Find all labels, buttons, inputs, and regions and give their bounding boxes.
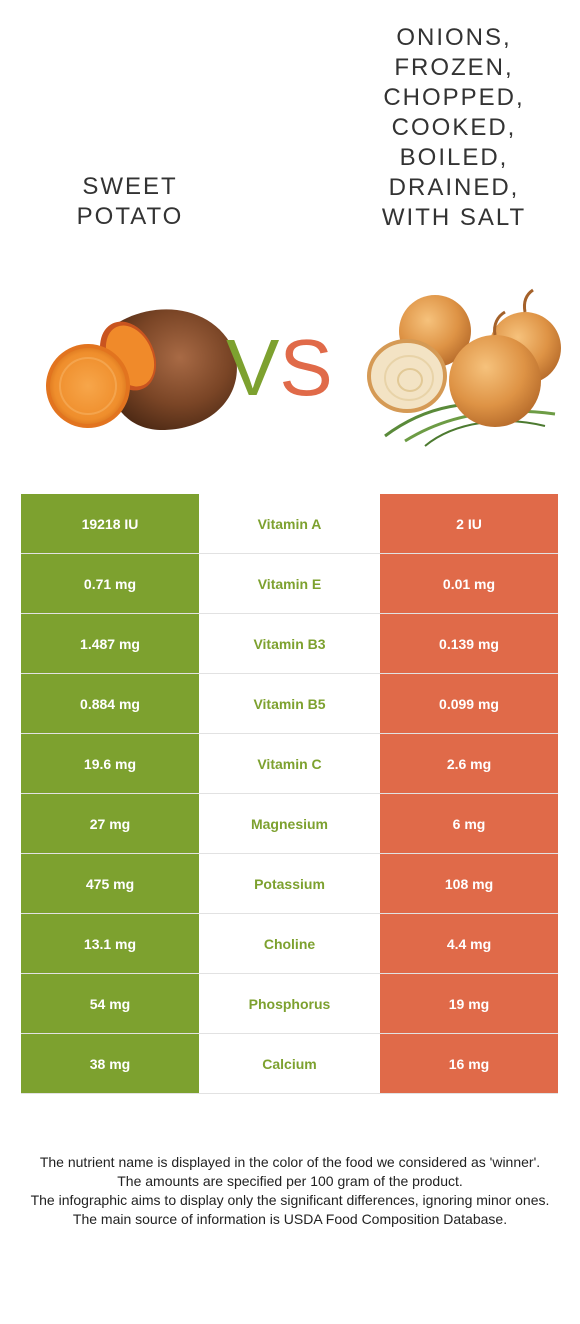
right-value: 4.4 mg: [379, 914, 558, 973]
table-row: 13.1 mg Choline 4.4 mg: [21, 914, 558, 974]
right-value: 0.099 mg: [379, 674, 558, 733]
vs-s: S: [279, 323, 333, 412]
left-value: 19.6 mg: [21, 734, 200, 793]
footnote: The infographic aims to display only the…: [30, 1192, 550, 1208]
right-value: 0.01 mg: [379, 554, 558, 613]
vs-v: V: [226, 323, 280, 412]
nutrient-name: Vitamin E: [200, 554, 379, 613]
onions-icon: [367, 288, 561, 447]
right-value: 0.139 mg: [379, 614, 558, 673]
nutrient-name: Magnesium: [200, 794, 379, 853]
left-value: 0.884 mg: [21, 674, 200, 733]
left-value: 54 mg: [21, 974, 200, 1033]
table-row: 0.71 mg Vitamin E 0.01 mg: [21, 554, 558, 614]
left-value: 13.1 mg: [21, 914, 200, 973]
sweet-potato-icon: [46, 309, 237, 431]
footnote: The nutrient name is displayed in the co…: [39, 1154, 541, 1170]
nutrient-name: Vitamin C: [200, 734, 379, 793]
vs-label: VS: [226, 318, 333, 418]
left-value: 1.487 mg: [21, 614, 200, 673]
nutrient-name: Calcium: [200, 1034, 379, 1093]
nutrient-name: Vitamin A: [200, 494, 379, 553]
nutrient-name: Potassium: [200, 854, 379, 913]
left-food-title: SWEET POTATO: [76, 173, 184, 230]
left-value: 38 mg: [21, 1034, 200, 1093]
left-value: 475 mg: [21, 854, 200, 913]
nutrient-name: Phosphorus: [200, 974, 379, 1033]
nutrient-name: Choline: [200, 914, 379, 973]
nutrient-name: Vitamin B3: [200, 614, 379, 673]
footnote: The main source of information is USDA F…: [72, 1211, 508, 1227]
left-value: 19218 IU: [21, 494, 200, 553]
right-value: 2 IU: [379, 494, 558, 553]
right-value: 108 mg: [379, 854, 558, 913]
nutrient-name: Vitamin B5: [200, 674, 379, 733]
right-value: 16 mg: [379, 1034, 558, 1093]
left-value: 0.71 mg: [21, 554, 200, 613]
right-value: 2.6 mg: [379, 734, 558, 793]
table-row: 1.487 mg Vitamin B3 0.139 mg: [21, 614, 558, 674]
table-row: 54 mg Phosphorus 19 mg: [21, 974, 558, 1034]
table-row: 475 mg Potassium 108 mg: [21, 854, 558, 914]
table-row: 19.6 mg Vitamin C 2.6 mg: [21, 734, 558, 794]
footnote: The amounts are specified per 100 gram o…: [117, 1173, 463, 1189]
table-row: 0.884 mg Vitamin B5 0.099 mg: [21, 674, 558, 734]
left-value: 27 mg: [21, 794, 200, 853]
footnotes: The nutrient name is displayed in the co…: [20, 1153, 560, 1229]
right-food-title: ONIONS, FROZEN, CHOPPED, COOKED, BOILED,…: [381, 24, 527, 231]
right-value: 19 mg: [379, 974, 558, 1033]
table-row: 38 mg Calcium 16 mg: [21, 1034, 558, 1094]
right-value: 6 mg: [379, 794, 558, 853]
table-row: 27 mg Magnesium 6 mg: [21, 794, 558, 854]
